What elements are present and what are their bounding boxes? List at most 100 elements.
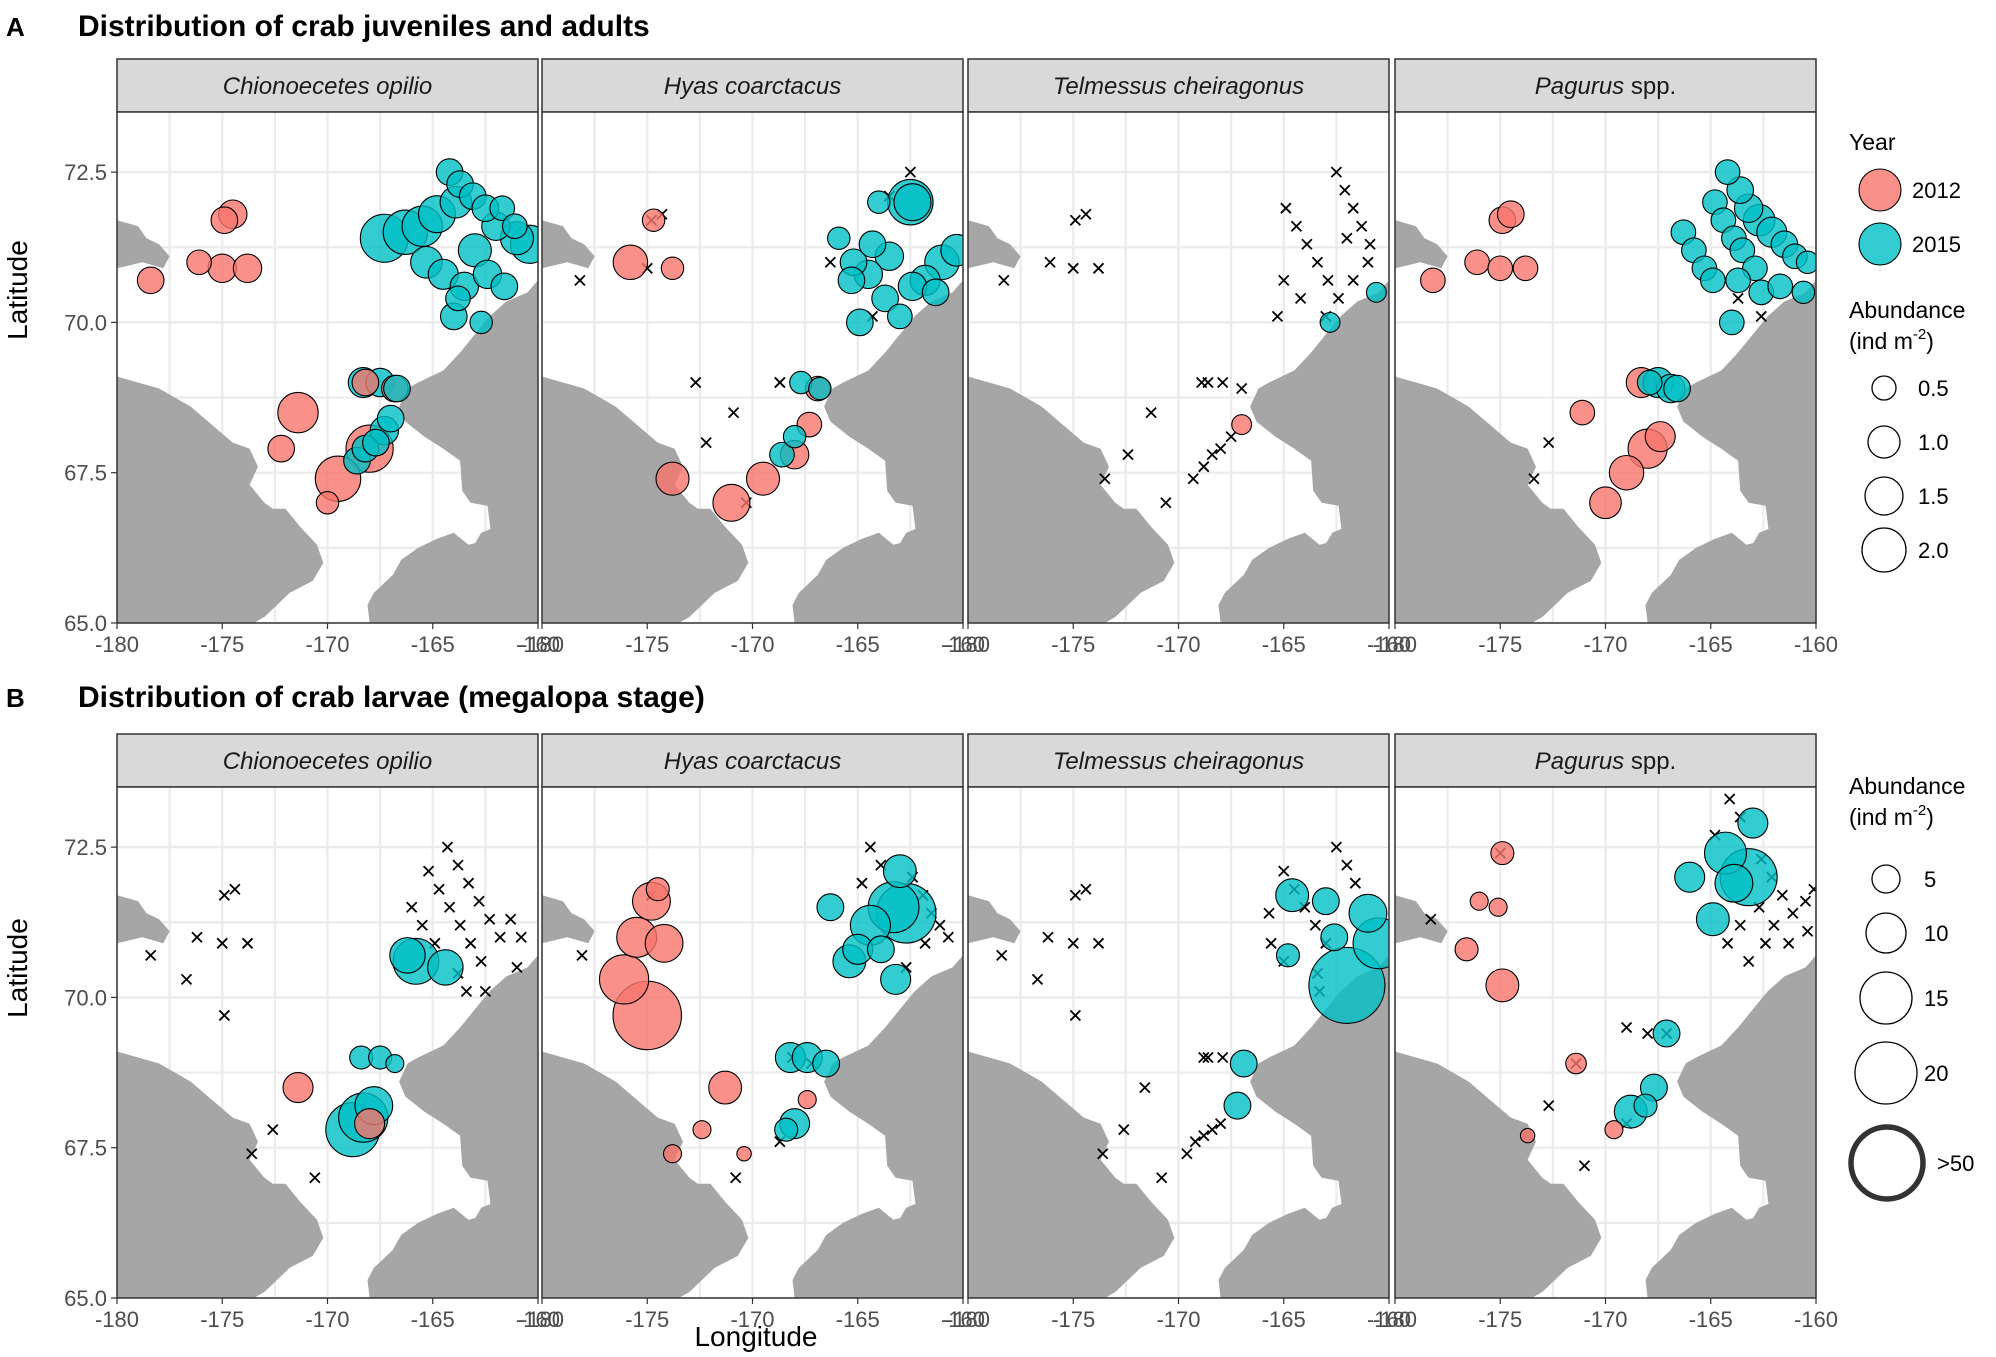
x-tick-label: -175 — [1478, 632, 1522, 657]
absence-marker — [904, 166, 917, 178]
point-2012 — [1454, 937, 1479, 962]
y-tick-label: 72.5 — [64, 160, 107, 185]
absence-stroke — [406, 901, 418, 913]
point-2015 — [1674, 861, 1706, 893]
facet-species-name: Chionoecetes opilio — [223, 748, 432, 775]
point-2015 — [867, 190, 891, 214]
absence-marker — [1097, 1148, 1109, 1160]
absence-stroke — [1339, 184, 1351, 196]
absence-marker — [1322, 274, 1334, 286]
facet-strip-label: Telmessus cheiragonus — [1053, 748, 1304, 775]
point-2012 — [692, 1120, 712, 1140]
point-2015 — [886, 303, 913, 330]
legend-b-abundance-title: Abundance — [1849, 773, 1965, 799]
absence-stroke — [727, 406, 740, 419]
absence-stroke — [494, 931, 506, 943]
absence-stroke — [1198, 461, 1210, 473]
absence-stroke — [1099, 473, 1111, 485]
absence-stroke — [479, 985, 492, 998]
land-alaska-inlet-island — [895, 526, 926, 557]
plot-content — [968, 112, 1389, 623]
land-chukotka-peninsula — [1395, 1051, 1602, 1298]
point-2012 — [1487, 255, 1514, 282]
absence-marker — [1214, 1118, 1227, 1130]
absence-stroke — [1206, 449, 1218, 461]
facet-strip — [1394, 58, 1817, 113]
absence-marker — [1543, 437, 1555, 449]
absence-marker — [942, 931, 954, 943]
absence-stroke — [1271, 310, 1284, 323]
absence-marker — [406, 901, 418, 913]
absence-stroke — [1309, 919, 1321, 931]
legend-2015-swatch — [1858, 222, 1902, 266]
land-chukotka-peninsula — [1395, 376, 1602, 623]
y-tick-label: 65.0 — [64, 1286, 107, 1311]
absence-marker — [919, 937, 931, 949]
point-2012 — [315, 491, 340, 515]
x-tick-label: -170 — [730, 1307, 774, 1332]
absence-marker — [1620, 1021, 1633, 1034]
absence-stroke — [730, 1172, 742, 1184]
x-tick-label: -160 — [516, 632, 560, 657]
point-2015 — [389, 937, 426, 974]
land-alaska-inlet-island — [1321, 1201, 1352, 1232]
legend-a: Year 2012 2015 Abundance (ind m-2) 0.5 1… — [1849, 129, 1965, 573]
absence-stroke — [1528, 473, 1540, 485]
absence-stroke — [241, 937, 254, 949]
point-2015 — [1348, 893, 1388, 933]
absence-marker — [1347, 274, 1359, 286]
facet-strip-label: Hyas coarctacus — [664, 73, 841, 100]
absence-marker — [504, 913, 517, 925]
absence-marker — [574, 274, 586, 286]
x-tick-label: -180 — [520, 632, 564, 657]
point-2012 — [1519, 1127, 1536, 1144]
facet-panel: Hyas coarctacus -180 -175 -170 -165 -160 — [520, 733, 985, 1332]
absence-marker — [443, 901, 456, 913]
facet-strip — [1394, 733, 1817, 788]
point-2015 — [808, 376, 832, 401]
absence-stroke — [1347, 274, 1359, 286]
point-2015 — [1229, 1049, 1258, 1078]
absence-stroke — [1181, 1148, 1193, 1160]
legend-b-outlier-circle — [1848, 1124, 1926, 1202]
x-tick-label: -175 — [200, 1307, 244, 1332]
absence-marker — [191, 931, 203, 943]
absence-marker — [422, 865, 435, 877]
absence-marker — [309, 1172, 321, 1184]
land-wrangel-island — [1395, 895, 1448, 944]
absence-marker — [1364, 238, 1376, 250]
absence-stroke — [1808, 885, 1816, 895]
absence-marker — [1309, 919, 1321, 931]
facet-species-name: Telmessus cheiragonus — [1053, 748, 1304, 775]
absence-stroke — [1768, 919, 1780, 931]
point-2012 — [1604, 1120, 1624, 1140]
facet-strip — [967, 58, 1390, 113]
legend-2012-label: 2012 — [1912, 178, 1961, 203]
facet-species-suffix: spp. — [1624, 73, 1676, 100]
absence-marker — [1362, 256, 1374, 268]
x-tick-label: -170 — [305, 1307, 349, 1332]
legend-a-unit-text: (ind m — [1849, 328, 1913, 354]
x-tick-label: -180 — [520, 1307, 564, 1332]
legend-a-size-circle — [1871, 375, 1897, 401]
panel-b-letter: B — [6, 683, 25, 713]
absence-marker — [1156, 1172, 1168, 1184]
absence-marker — [1330, 841, 1343, 853]
absence-stroke — [998, 274, 1010, 286]
absence-stroke — [1160, 497, 1172, 509]
absence-stroke — [1734, 919, 1746, 931]
absence-marker — [1092, 937, 1105, 949]
absence-marker — [1069, 889, 1081, 901]
facet-strip-label: Pagurus spp. — [1535, 748, 1676, 775]
absence-marker — [1578, 1160, 1591, 1172]
absence-marker — [1099, 473, 1111, 485]
absence-stroke — [1069, 889, 1081, 901]
legend-b-size-circle — [1859, 971, 1913, 1025]
absence-marker — [1067, 262, 1079, 274]
legend-b-unit-text: (ind m — [1849, 804, 1913, 830]
x-tick-label: -170 — [1156, 1307, 1200, 1332]
absence-marker — [1294, 292, 1307, 305]
absence-marker — [1782, 937, 1795, 949]
absence-stroke — [1801, 925, 1814, 937]
point-2015 — [489, 195, 516, 222]
